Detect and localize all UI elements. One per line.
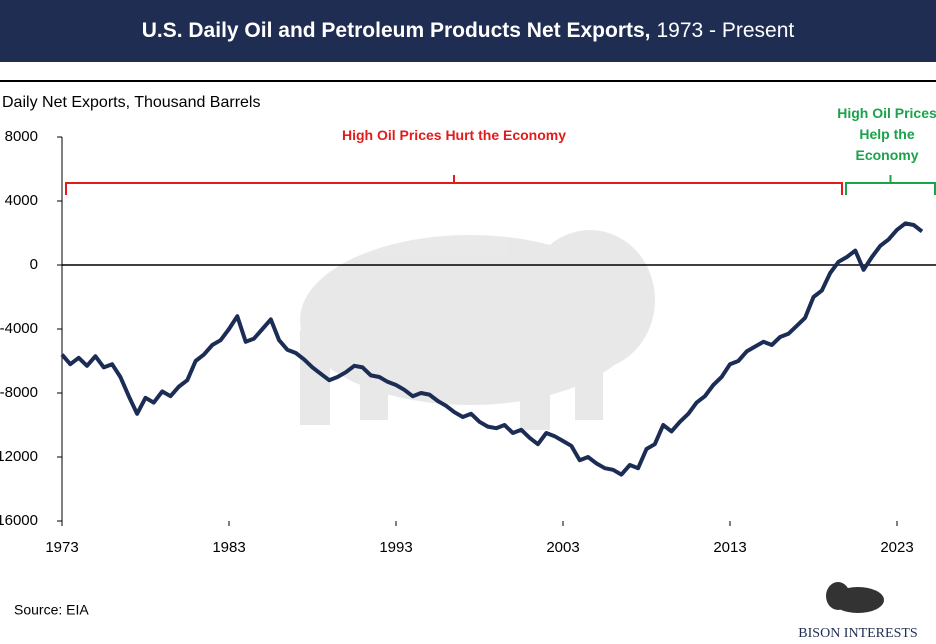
y-tick-label: -4000	[0, 320, 38, 337]
bracket	[845, 175, 936, 195]
annotation: High Oil Prices Help the Economy	[837, 105, 936, 163]
logo: BISON INTERESTS	[798, 626, 917, 641]
x-tick-label: 1973	[45, 539, 78, 556]
watermark	[300, 230, 655, 430]
x-tick-label: 1983	[212, 539, 245, 556]
annotation: High Oil Prices Hurt the Economy	[341, 127, 567, 143]
bracket	[65, 175, 843, 195]
logo-icon	[826, 582, 884, 613]
x-tick-label: 2023	[880, 539, 913, 556]
data-line	[60, 221, 924, 477]
y-tick-label: 0	[30, 256, 38, 273]
x-tick-label: 1993	[379, 539, 412, 556]
source: Source: EIA	[14, 602, 89, 618]
title: U.S. Daily Oil and Petroleum Products Ne…	[141, 19, 651, 42]
x-tick-label: 2003	[546, 539, 579, 556]
x-tick-label: 2013	[713, 539, 746, 556]
subtitle: 1973 - Present	[656, 19, 795, 42]
y-tick-label: -12000	[0, 448, 38, 465]
y-tick-label: -8000	[0, 384, 38, 401]
y-axis-label: Daily Net Exports, Thousand Barrels	[2, 94, 260, 111]
y-tick-label: 8000	[5, 128, 38, 145]
y-tick-label: -16000	[0, 512, 38, 529]
header: U.S. Daily Oil and Petroleum Products Ne…	[0, 0, 936, 62]
y-tick-label: 4000	[5, 192, 38, 209]
